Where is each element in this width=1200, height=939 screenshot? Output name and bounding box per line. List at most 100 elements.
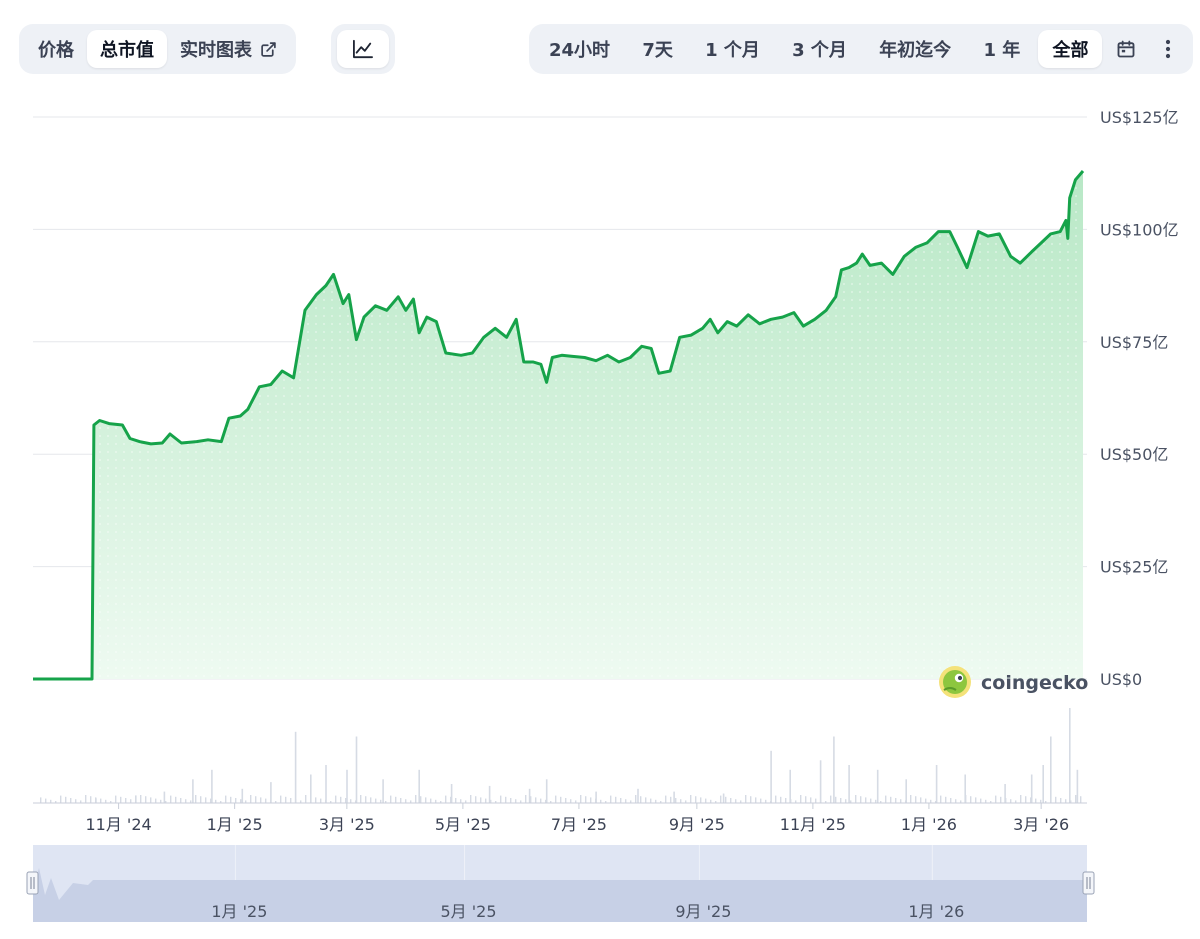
- volume-bar-minor: [220, 801, 222, 803]
- y-tick-label: US$75亿: [1100, 333, 1168, 352]
- volume-bar-minor: [430, 798, 432, 803]
- volume-bar-minor: [1075, 795, 1077, 803]
- volume-bar-minor: [865, 797, 867, 803]
- volume-bar-minor: [935, 801, 937, 803]
- volume-bar-minor: [880, 801, 882, 803]
- volume-bar-minor: [675, 798, 677, 803]
- volume-bar: [310, 774, 312, 803]
- volume-bar-minor: [400, 798, 402, 803]
- volume-bar-minor: [235, 798, 237, 803]
- volume-bar-minor: [665, 795, 667, 803]
- x-tick-label: 1月 '26: [901, 815, 957, 834]
- volume-bar-minor: [185, 799, 187, 803]
- volume-bar-minor: [640, 796, 642, 803]
- range-1m[interactable]: 1 个月: [691, 30, 774, 68]
- volume-bar-minor: [1035, 798, 1037, 803]
- calendar-button[interactable]: [1107, 30, 1145, 68]
- volume-bar-minor: [860, 796, 862, 803]
- volume-bar-minor: [245, 800, 247, 803]
- range-navigator[interactable]: 1月 '25 5月 '25 9月 '25 1月 '26: [26, 845, 1095, 922]
- navigator-tick-label: 9月 '25: [675, 902, 731, 921]
- volume-bar-minor: [60, 795, 62, 803]
- volume-bar-minor: [870, 798, 872, 803]
- navigator-tick-label: 5月 '25: [441, 902, 497, 921]
- volume-bar: [935, 765, 938, 803]
- range-24h[interactable]: 24小时: [535, 30, 624, 68]
- tab-live-chart-label: 实时图表: [180, 40, 252, 61]
- volume-bar-minor: [785, 798, 787, 803]
- tab-price-label: 价格: [38, 40, 74, 61]
- volume-bar-minor: [495, 801, 497, 803]
- volume-bar-minor: [620, 798, 622, 803]
- tab-live-chart[interactable]: 实时图表: [167, 30, 290, 68]
- volume-bar-minor: [1015, 800, 1017, 803]
- range-7d-label: 7天: [642, 40, 673, 61]
- volume-bar-minor: [600, 799, 602, 803]
- range-all[interactable]: 全部: [1038, 30, 1103, 68]
- volume-bar-minor: [530, 796, 532, 803]
- volume-bar-minor: [815, 798, 817, 803]
- volume-bar-minor: [130, 799, 132, 803]
- x-tick-label: 7月 '25: [551, 815, 607, 834]
- range-ytd[interactable]: 年初迄今: [865, 30, 965, 68]
- volume-bar-minor: [990, 801, 992, 803]
- navigator-axis: 1月 '25 5月 '25 9月 '25 1月 '26: [211, 902, 964, 921]
- volume-bar: [673, 791, 675, 803]
- volume-bar-minor: [900, 799, 902, 803]
- volume-bar-minor: [580, 795, 582, 803]
- volume-bar-minor: [550, 801, 552, 803]
- x-axis: 11月 '24 1月 '25 3月 '25 5月 '25 7月 '25 9月 '25 11月…: [85, 803, 1069, 834]
- volume-bar-minor: [875, 799, 877, 803]
- volume-bar-minor: [460, 799, 462, 803]
- range-1y[interactable]: 1 年: [969, 30, 1034, 68]
- volume-bar: [848, 765, 850, 803]
- volume-bar: [964, 774, 966, 803]
- series-line-group: [32, 170, 1085, 681]
- volume-bar-minor: [170, 795, 172, 803]
- volume-bar-minor: [145, 796, 147, 803]
- volume-bar-minor: [765, 799, 767, 803]
- y-axis: US$0 US$25亿 US$50亿 US$75亿 US$100亿 US$125亿: [1100, 108, 1179, 689]
- volume-bar-minor: [850, 800, 852, 803]
- navigator-tick-label: 1月 '25: [211, 902, 267, 921]
- volume-bar-minor: [115, 795, 117, 803]
- range-3m[interactable]: 3 个月: [778, 30, 861, 68]
- volume-bar-minor: [565, 798, 567, 803]
- volume-bar: [488, 785, 491, 803]
- navigator-left-handle[interactable]: [26, 871, 39, 895]
- volume-bar-minor: [670, 796, 672, 803]
- volume-bar-minor: [320, 798, 322, 803]
- volume-bar: [595, 791, 597, 803]
- volume-bar-minor: [810, 797, 812, 803]
- volume-bar-minor: [545, 799, 547, 803]
- volume-bar-minor: [70, 798, 72, 803]
- more-options-button[interactable]: [1149, 30, 1187, 68]
- volume-bar-minor: [890, 796, 892, 803]
- volume-bar-minor: [440, 801, 442, 803]
- range-7d[interactable]: 7天: [628, 30, 687, 68]
- line-chart-button[interactable]: [337, 30, 389, 68]
- volume-bar: [528, 788, 531, 804]
- volume-bar-minor: [350, 799, 352, 803]
- volume-bar-minor: [1045, 801, 1047, 803]
- volume-bar-minor: [590, 797, 592, 803]
- volume-bar-minor: [1000, 796, 1002, 803]
- volume-bar-minor: [505, 796, 507, 803]
- volume-bar-minor: [120, 796, 122, 803]
- volume-bar-minor: [380, 799, 382, 803]
- navigator-right-handle[interactable]: [1082, 871, 1095, 895]
- volume-bar-minor: [605, 801, 607, 803]
- x-tick-label: 3月 '25: [319, 815, 375, 834]
- volume-bar: [770, 750, 772, 804]
- x-tick-label: 11月 '25: [780, 815, 846, 834]
- volume-bar-minor: [720, 795, 722, 803]
- volume-bar: [241, 788, 244, 804]
- y-tick-label: US$50亿: [1100, 445, 1168, 464]
- y-tick-label: US$125亿: [1100, 108, 1179, 127]
- volume-bar-minor: [255, 796, 257, 803]
- volume-bar: [418, 769, 420, 804]
- tab-market-cap[interactable]: 总市值: [87, 30, 167, 68]
- tab-price[interactable]: 价格: [25, 30, 87, 68]
- volume-bar-minor: [1040, 799, 1042, 803]
